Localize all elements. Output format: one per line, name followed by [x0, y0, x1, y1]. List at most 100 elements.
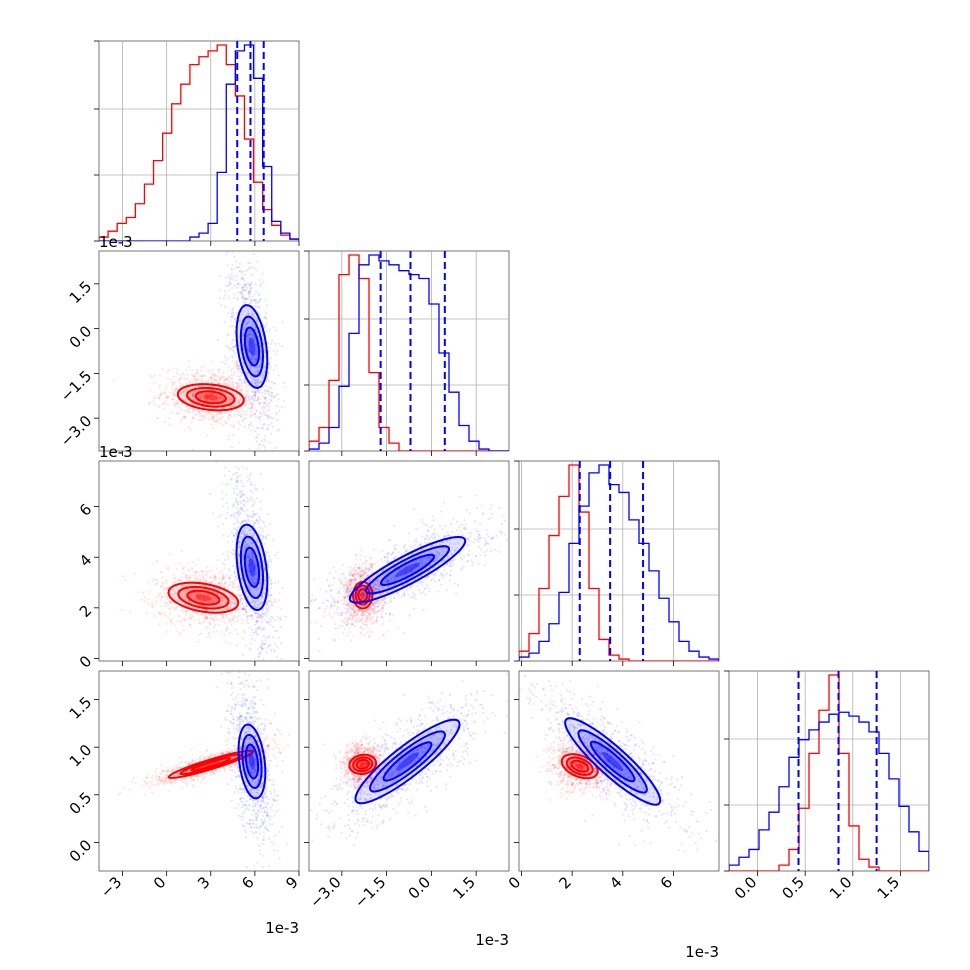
panel-content [310, 673, 509, 847]
contour-level [379, 553, 436, 586]
scatter-points-blue [208, 461, 294, 661]
contour-level [201, 760, 221, 768]
contour-level [348, 535, 467, 604]
scatter-panel-1-0: −3.0 −1.5 0.0 1.5 1e-3 [57, 233, 300, 456]
x-tick-label: −1.5 [351, 873, 389, 911]
contour-level [589, 740, 636, 783]
panel-frame [98, 250, 300, 452]
histogram-red [309, 254, 509, 451]
x-tick-label: 4 [606, 873, 625, 892]
y-tick-label: 6 [76, 500, 95, 519]
panel-content [309, 251, 509, 451]
contour-level [248, 557, 256, 577]
histogram-panel-1 [304, 250, 510, 456]
y-tick-label: 4 [76, 551, 95, 570]
x-tick-label: 1.5 [874, 873, 904, 903]
panel-frame [308, 670, 510, 872]
x-tick-label: 0 [505, 873, 524, 892]
contour-level [248, 753, 255, 770]
contours-red [167, 581, 240, 614]
contour-level [235, 523, 269, 611]
contour-level [179, 753, 243, 776]
y-tick-label: −1.5 [57, 367, 95, 405]
contour-level [575, 763, 584, 769]
x-tick-label: 6 [238, 873, 257, 892]
contour-level [203, 394, 219, 401]
contour-level [369, 730, 446, 793]
contour-level [194, 390, 227, 405]
contour-level [190, 757, 232, 772]
contour-level [237, 723, 267, 800]
contour-level [248, 337, 256, 356]
panel-content [99, 41, 299, 241]
scatter-panel-2-0: 0 2 4 6 1e-3 [76, 443, 300, 672]
contour-level [244, 743, 260, 780]
panel-content [117, 671, 291, 869]
contour-level [560, 753, 599, 780]
scatter-panel-2-1 [304, 460, 510, 666]
histogram-panel-0 [94, 40, 300, 246]
contours-red [348, 753, 378, 775]
contour-level [394, 562, 421, 578]
y-tick-label: 1.0 [66, 741, 96, 771]
histogram-blue [99, 44, 299, 241]
panel-frame [308, 250, 510, 452]
x-offset-label: 1e-3 [475, 931, 509, 949]
contours-red [176, 383, 245, 412]
x-tick-label: 0.5 [778, 873, 808, 903]
contour-level [577, 729, 648, 794]
y-tick-label: 0.5 [66, 788, 96, 818]
histogram-panel-3: 0.0 0.5 1.0 1.5 [724, 670, 930, 903]
contour-level [359, 762, 366, 767]
contours-red [167, 749, 254, 780]
scatter-panel-3-1: −3.0 −1.5 0.0 1.5 1e-3 [304, 670, 510, 949]
contours-blue [564, 717, 662, 806]
contour-level [176, 383, 245, 412]
x-tick-label: 0.0 [731, 873, 761, 903]
histogram-red [99, 44, 299, 241]
x-tick-label: 2 [556, 873, 575, 892]
contour-level [355, 758, 370, 770]
contour-level [235, 304, 269, 389]
contour-level [195, 594, 212, 602]
y-tick-label: −3.0 [57, 412, 95, 450]
x-tick-label: 0 [150, 873, 169, 892]
panel-frame [98, 40, 300, 242]
histogram-red [729, 674, 929, 871]
panel-content [519, 674, 719, 853]
x-tick-label: 1.5 [449, 873, 479, 903]
contour-level [243, 546, 261, 588]
contours-blue [235, 304, 269, 389]
y-offset-label: 1e-3 [99, 233, 133, 251]
y-tick-label: 0.0 [66, 322, 96, 352]
contour-level [186, 589, 221, 606]
contours-blue [235, 523, 269, 611]
contour-level [167, 581, 240, 614]
contour-level [602, 751, 624, 771]
contours-red [560, 753, 599, 780]
x-tick-label: 1.0 [826, 873, 856, 903]
x-tick-label: −3.0 [306, 873, 344, 911]
histogram-blue [519, 464, 719, 661]
panel-content [729, 671, 929, 871]
y-tick-label: 1.5 [66, 277, 96, 307]
x-tick-label: 0.0 [405, 873, 435, 903]
contours-blue [348, 535, 467, 604]
histogram-panel-2 [514, 460, 720, 666]
x-tick-label: 3 [194, 873, 213, 892]
contour-level [364, 545, 451, 595]
panel-frame [98, 460, 300, 662]
x-offset-label: 1e-3 [685, 943, 719, 961]
x-offset-label: 1e-3 [265, 919, 299, 937]
x-tick-label: 9 [282, 873, 301, 892]
contour-level [243, 326, 260, 367]
contour-level [382, 741, 433, 782]
panel-content [309, 482, 509, 653]
y-offset-label: 1e-3 [99, 443, 133, 461]
contour-level [167, 749, 254, 780]
panel-content [112, 251, 287, 451]
histogram-blue [729, 711, 929, 871]
panel-frame [518, 460, 720, 662]
histogram-blue [309, 254, 509, 451]
